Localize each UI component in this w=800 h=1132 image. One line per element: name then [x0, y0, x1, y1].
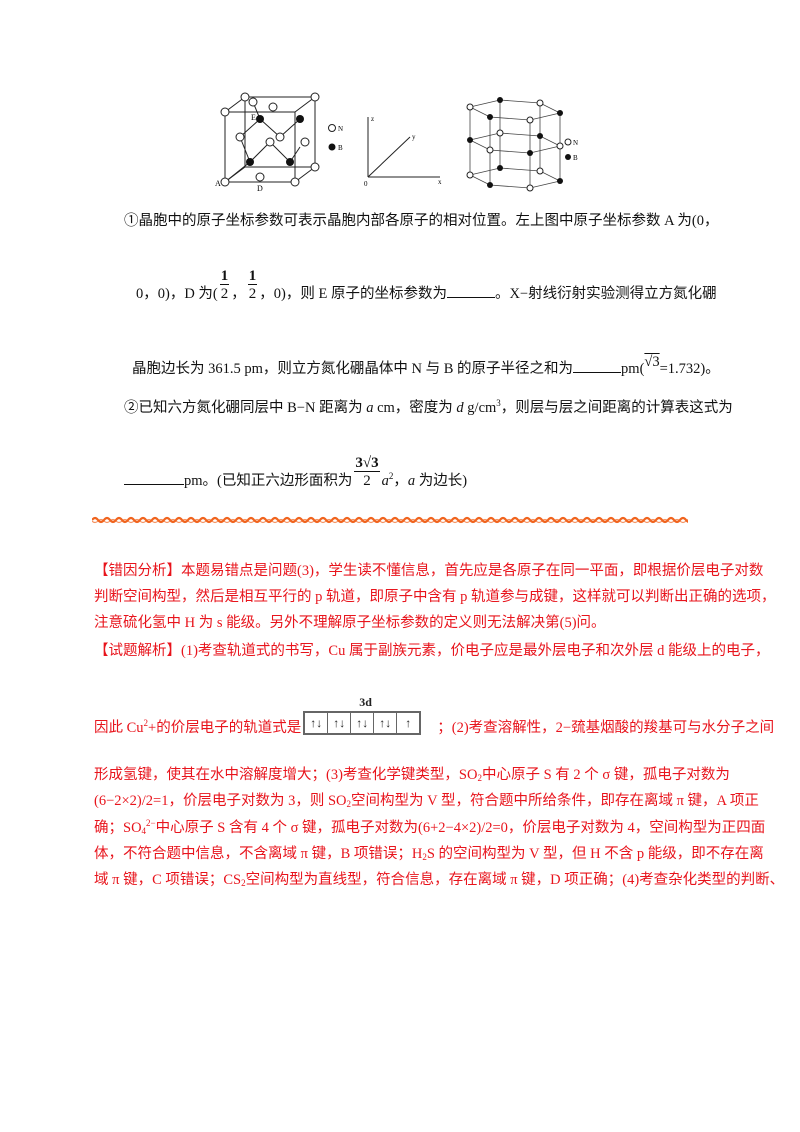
text: 体，不符合题中信息，不含离域 π 键，B 项错误；H: [94, 846, 423, 862]
frac-num: 1: [219, 268, 230, 285]
orbital-box: ↑↓: [328, 713, 352, 733]
cubic-boron-nitride-cell-figure: A D E N B: [215, 92, 343, 192]
text: pm。(已知正六边形面积为: [184, 473, 353, 489]
sqrt3: √3: [644, 354, 660, 370]
answer-blank-e-coordinate-wrap: [446, 283, 495, 303]
question-line-5: pm。(已知正六边形面积为 3√3 2 a2，a 为边长): [124, 455, 467, 490]
text: =1.732)。: [659, 361, 720, 377]
question-line-1: ①晶胞中的原子坐标参数可表示晶胞内部各原子的相对位置。左上图中原子坐标参数 A …: [124, 213, 719, 229]
analysis-line-1: 【错因分析】本题易错点是问题(3)，学生读不懂信息，首先应是各原子在同一平面，即…: [94, 563, 764, 579]
label-a: A: [215, 179, 221, 188]
text: 为边长): [415, 473, 468, 489]
orbital-label: 3d: [359, 695, 372, 709]
text: 空间构型为直线型，符合信息，存在离域 π 键，D 项正确；(4)考查杂化类型的判…: [245, 872, 785, 888]
answer-blank-layer-distance[interactable]: [124, 470, 184, 485]
var-d: d: [456, 400, 464, 416]
text: 域 π 键，C 项错误；CS: [94, 872, 242, 888]
text: g/cm: [463, 400, 497, 416]
axis-z-label: z: [371, 115, 374, 123]
text-group: a2，a 为边长): [382, 472, 467, 490]
answer-blank-radius-sum[interactable]: [573, 358, 622, 373]
text: ，: [393, 473, 408, 489]
frac-num: 3√3: [354, 455, 380, 472]
text: (6−2×2)/2=1，价层电子对数为 3，则 SO: [94, 793, 347, 809]
legend-b: B: [338, 144, 343, 152]
text: 0，0)，D 为(: [136, 286, 218, 302]
sup: 2: [143, 718, 149, 728]
analysis-line-4: 【试题解析】(1)考查轨道式的书写，Cu 属于副族元素，价电子应是最外层电子和次…: [94, 643, 770, 659]
analysis-line-8: 确；SO42−中心原子 S 含有 4 个 σ 键，孤电子对数为(6+2−4×2)…: [94, 819, 765, 837]
analysis-line-3: 注意硫化氢中 H 为 s 能级。另外不理解原子坐标参数的定义则无法解决第(5)问…: [94, 615, 606, 631]
text: ；(2)考查溶解性，2−巯基烟酸的羧基可与水分子之间: [437, 720, 775, 736]
analysis-line-6: 形成氢键，使其在水中溶解度增大；(3)考查化学键类型，SO2中心原子 S 有 2…: [94, 766, 730, 784]
sub: 2: [241, 878, 246, 888]
text: cm，密度为: [373, 400, 457, 416]
var-a: a: [366, 400, 374, 416]
text: ，: [231, 286, 246, 302]
sup: 2−: [146, 818, 156, 828]
sub: 2: [346, 799, 352, 809]
orbital-box: ↑↓: [374, 713, 398, 733]
text: ，0)，则 E 原子的坐标参数为: [259, 286, 447, 302]
text: 确；SO: [94, 820, 142, 836]
sub: 2: [477, 773, 482, 783]
hex-legend-b: B: [573, 154, 578, 162]
text: ，则层与层之间距离的计算表这式为: [500, 400, 733, 416]
axis-y-label: y: [412, 133, 416, 141]
hex-legend-n: N: [573, 139, 578, 147]
frac-den: 2: [248, 286, 257, 302]
text: 因此 Cu: [94, 720, 144, 736]
text: 空间构型为 V 型，符合题中所给条件，即存在离域 π 键，A 项正: [351, 793, 759, 809]
question-line-3: 晶胞边长为 361.5 pm，则立方氮化硼晶体中 N 与 B 的原子半径之和为 p…: [132, 354, 720, 378]
analysis-line-10: 域 π 键，C 项错误；CS2空间构型为直线型，符合信息，存在离域 π 键，D …: [94, 871, 784, 889]
text-group: 因此 Cu2+的价层电子的轨道式是: [94, 719, 301, 737]
sup: 3: [496, 398, 501, 408]
analysis-line-9: 体，不符合题中信息，不含离域 π 键，B 项错误；H2S 的空间构型为 V 型，…: [94, 845, 764, 863]
axis-x-label: x: [438, 178, 442, 186]
cu2-3d-orbital-diagram: 3d ↑↓ ↑↓ ↑↓ ↑↓ ↑: [301, 695, 437, 737]
text: 中心原子 S 有 2 个 σ 键，孤电子对数为: [481, 767, 730, 783]
question-line-4: ②已知六方氮化硼同层中 B−N 距离为 a cm，密度为 d g/cm3，则层与…: [124, 399, 733, 417]
answer-blank-e-coordinate[interactable]: [446, 283, 495, 298]
text: 中心原子 S 含有 4 个 σ 键，孤电子对数为(6+2−4×2)/2=0，价层…: [155, 820, 766, 836]
analysis-line-7: (6−2×2)/2=1，价层电子对数为 3，则 SO2空间构型为 V 型，符合题…: [94, 792, 759, 810]
wavy-divider: [92, 516, 688, 524]
text: 晶胞边长为 361.5 pm，则立方氮化硼晶体中 N 与 B 的原子半径之和为: [132, 361, 574, 377]
text: ②已知六方氮化硼同层中 B−N 距离为: [124, 400, 367, 416]
var-a: a: [407, 473, 416, 489]
label-e: E: [251, 113, 256, 122]
sub: 2: [422, 852, 427, 862]
frac-num: 1: [247, 268, 258, 285]
frac-den: 2: [363, 473, 371, 489]
text: pm(: [621, 361, 645, 377]
analysis-line-2: 判断空间构型，然后是相互平行的 p 轨道，即原子中含有 p 轨道参与成键，这样就…: [94, 589, 776, 605]
sup: 2: [388, 471, 394, 481]
orbital-box: ↑: [405, 716, 412, 730]
analysis-line-5: 因此 Cu2+的价层电子的轨道式是 3d ↑↓ ↑↓ ↑↓ ↑↓ ↑ ；(2)考…: [94, 695, 775, 737]
sub: 4: [141, 826, 147, 836]
legend-n: N: [338, 125, 343, 133]
frac-den: 2: [220, 286, 229, 302]
axis-origin-label: 0: [364, 180, 368, 187]
fraction-hexagon-area: 3√3 2: [354, 455, 380, 490]
var-a: a: [381, 473, 389, 489]
coordinate-axes-figure: z y x 0: [364, 115, 442, 187]
text: 形成氢键，使其在水中溶解度增大；(3)考查化学键类型，SO: [94, 767, 478, 783]
hexagonal-boron-nitride-figure: N B: [466, 97, 578, 192]
orbital-box: ↑↓: [305, 713, 329, 733]
answer-blank-layer-distance-wrap: [124, 470, 184, 490]
text: S 的空间构型为 V 型，但 H 不含 p 能级，即不存在离: [426, 846, 764, 862]
label-d: D: [257, 184, 263, 192]
text: 。X−射线衍射实验测得立方氮化硼: [494, 286, 717, 302]
orbital-box: ↑↓: [351, 713, 375, 733]
text: +的价层电子的轨道式是: [148, 720, 302, 736]
